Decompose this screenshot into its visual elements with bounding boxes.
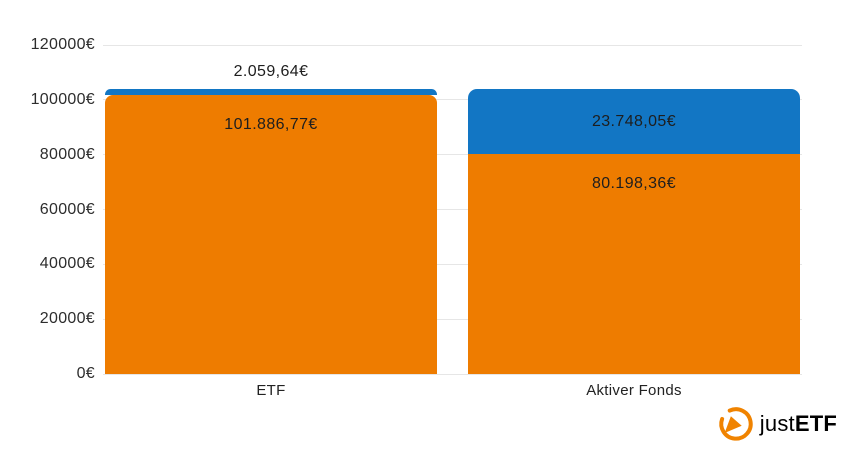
y-axis-tick-label: 60000€ [39, 200, 95, 218]
gauge-icon [719, 407, 753, 441]
grid-line [103, 263, 802, 265]
y-axis-tick-label: 0€ [76, 365, 95, 382]
value-label-etf-blue: 2.059,64€ [233, 63, 309, 80]
grid-line [103, 209, 802, 210]
logo-wordmark: justETF [760, 405, 837, 443]
grid-line [103, 318, 802, 320]
y-axis-tick-label: 80000€ [39, 145, 95, 163]
value-label-aktiver-fonds-orange: 80.198,36€ [591, 175, 677, 193]
grid-line [103, 99, 802, 101]
bar-segment-etf-blue[interactable] [105, 89, 437, 95]
grid-line [103, 373, 802, 375]
category-label-aktiver-fonds: Aktiver Fonds [586, 382, 682, 399]
logo-text-etf: ETF [794, 411, 837, 436]
bar-segment-aktiver-fonds-orange[interactable] [468, 154, 800, 374]
justetf-logo: justETF [717, 405, 837, 443]
value-label-aktiver-fonds-blue: 23.748,05€ [591, 112, 677, 130]
value-label-etf-orange: 101.886,77€ [224, 115, 318, 133]
bar-segment-aktiver-fonds-blue[interactable] [468, 89, 800, 155]
y-axis-tick-label: 40000€ [39, 255, 95, 273]
y-axis-tick-label: 20000€ [39, 310, 95, 328]
grid-line [103, 44, 802, 46]
grid-line [103, 154, 802, 156]
bar-segment-etf-orange[interactable] [105, 94, 437, 374]
y-axis-tick-label: 120000€ [30, 36, 95, 53]
y-axis-tick-label: 100000€ [30, 90, 95, 108]
logo-text-just: just [759, 411, 795, 436]
category-label-etf: ETF [256, 382, 286, 399]
